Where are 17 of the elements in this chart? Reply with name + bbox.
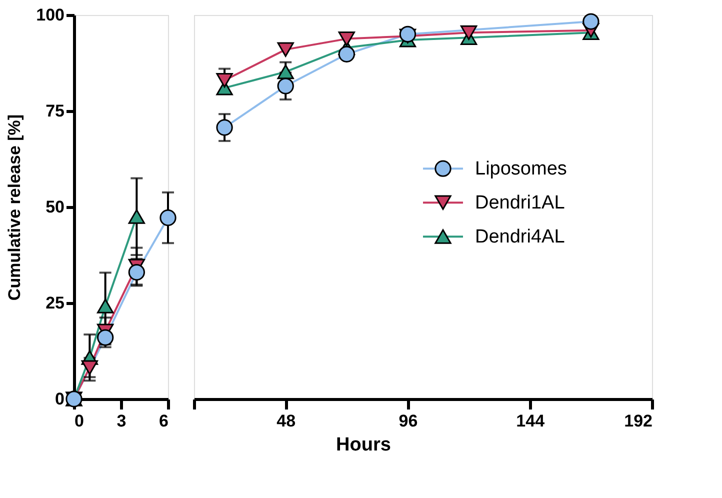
- x-tick-label: 96: [398, 412, 418, 430]
- y-tick-label: 0: [55, 390, 64, 408]
- x-tick-label: 48: [276, 412, 296, 430]
- y-tick-label: 75: [46, 102, 64, 120]
- legend-label: Liposomes: [475, 158, 567, 180]
- x-tick-label: 0: [74, 412, 84, 430]
- y-tick-label: 25: [46, 294, 64, 312]
- legend-label: Dendri1AL: [475, 192, 565, 214]
- x-tick-label: 6: [159, 412, 168, 430]
- x-tick-label: 192: [624, 412, 652, 430]
- y-axis-title: Cumulative release [%]: [5, 114, 24, 301]
- y-tick-label: 50: [46, 198, 64, 216]
- x-tick-label: 3: [116, 412, 126, 430]
- x-axis-title: Hours: [336, 434, 391, 456]
- x-tick-label: 144: [516, 412, 546, 430]
- y-tick-label: 100: [36, 6, 64, 24]
- legend-label: Dendri4AL: [475, 226, 565, 248]
